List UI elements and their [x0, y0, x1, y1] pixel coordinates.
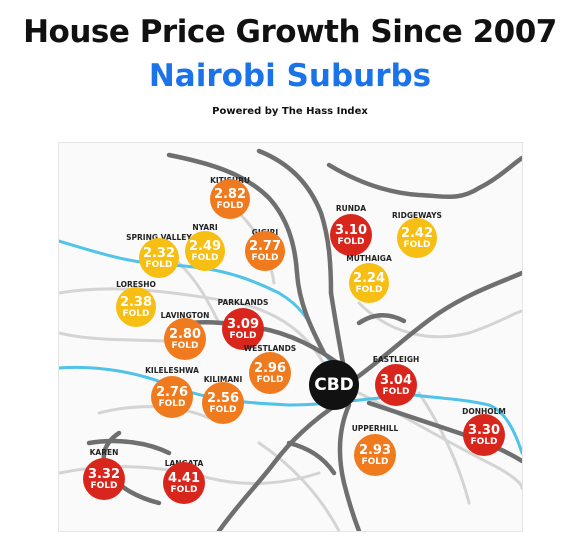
- page-subtitle: Nairobi Suburbs: [148, 58, 432, 94]
- suburb-value: 2.82: [213, 186, 247, 202]
- suburb-unit: FOLD: [361, 456, 389, 467]
- suburb-marker-parklands[interactable]: 3.09 FOLD: [222, 308, 264, 350]
- suburb-marker-karen[interactable]: 3.32 FOLD: [83, 458, 125, 500]
- page-title: House Price Growth Since 2007: [23, 14, 557, 50]
- suburb-label-muthaiga: MUTHAIGA: [346, 254, 392, 263]
- cbd-marker[interactable]: CBD: [309, 360, 359, 410]
- suburb-label-westlands: WESTLANDS: [243, 344, 297, 353]
- suburb-unit: FOLD: [251, 252, 279, 263]
- suburb-marker-gigiri[interactable]: 2.77 FOLD: [245, 231, 285, 271]
- suburb-marker-donholm[interactable]: 3.30 FOLD: [463, 414, 505, 456]
- suburb-label-kileleshwa: KILELESHWA: [145, 366, 199, 375]
- suburb-value: 3.09: [226, 316, 260, 332]
- suburb-unit: FOLD: [229, 330, 257, 341]
- suburb-label-eastleigh: EASTLEIGH: [372, 355, 420, 364]
- suburb-label-upperhill: UPPERHILL: [351, 424, 399, 433]
- suburb-unit: FOLD: [355, 284, 383, 295]
- suburb-unit: FOLD: [470, 436, 498, 447]
- suburb-value: 2.77: [248, 238, 282, 254]
- suburb-marker-upperhill[interactable]: 2.93 FOLD: [354, 434, 396, 476]
- suburb-value: 2.80: [168, 326, 202, 342]
- suburb-unit: FOLD: [90, 480, 118, 491]
- suburb-marker-kitisuru[interactable]: 2.82 FOLD: [210, 179, 250, 219]
- suburb-value: 3.10: [334, 222, 368, 238]
- suburb-label-spring-valley: SPRING VALLEY: [126, 233, 192, 242]
- suburb-value: 2.93: [358, 442, 392, 458]
- suburb-value: 3.30: [467, 422, 501, 438]
- suburb-unit: FOLD: [158, 398, 186, 409]
- road-network: [59, 148, 522, 531]
- suburb-unit: FOLD: [337, 236, 365, 247]
- suburb-marker-ridgeways[interactable]: 2.42 FOLD: [397, 218, 437, 258]
- suburb-value: 2.49: [188, 238, 222, 254]
- suburb-value: 3.04: [379, 372, 413, 388]
- suburb-label-ridgeways: RIDGEWAYS: [392, 211, 442, 220]
- credit-line: Powered by The Hass Index: [212, 106, 368, 117]
- suburb-value: 2.42: [400, 225, 434, 241]
- suburb-label-lavington: LAVINGTON: [160, 311, 210, 320]
- suburb-marker-muthaiga[interactable]: 2.24 FOLD: [349, 263, 389, 303]
- map-panel[interactable]: CBDKITISURU2.82FOLDRUNDA3.10FOLDRIDGEWAY…: [58, 142, 523, 532]
- suburb-value: 2.96: [253, 360, 287, 376]
- suburb-unit: FOLD: [382, 386, 410, 397]
- suburb-unit: FOLD: [145, 259, 173, 270]
- suburb-unit: FOLD: [191, 252, 219, 263]
- suburb-label-runda: RUNDA: [335, 204, 367, 213]
- suburb-unit: FOLD: [216, 200, 244, 211]
- suburb-label-donholm: DONHOLM: [462, 407, 506, 416]
- suburb-unit: FOLD: [256, 374, 284, 385]
- suburb-marker-nyari[interactable]: 2.49 FOLD: [185, 231, 225, 271]
- suburb-marker-loresho[interactable]: 2.38 FOLD: [116, 287, 156, 327]
- suburb-unit: FOLD: [170, 484, 198, 495]
- suburb-marker-runda[interactable]: 3.10 FOLD: [330, 214, 372, 256]
- suburb-label-parklands: PARKLANDS: [217, 298, 269, 307]
- suburb-value: 2.76: [155, 384, 189, 400]
- suburb-marker-spring-valley[interactable]: 2.32 FOLD: [139, 238, 179, 278]
- suburb-unit: FOLD: [403, 239, 431, 250]
- suburb-label-loresho: LORESHO: [116, 280, 156, 289]
- suburb-marker-eastleigh[interactable]: 3.04 FOLD: [375, 364, 417, 406]
- suburb-marker-kilimani[interactable]: 2.56 FOLD: [202, 382, 244, 424]
- suburb-label-kilimani: KILIMANI: [203, 375, 243, 384]
- suburb-marker-lavington[interactable]: 2.80 FOLD: [164, 318, 206, 360]
- suburb-label-karen: KAREN: [89, 448, 119, 457]
- suburb-marker-langata[interactable]: 4.41 FOLD: [163, 462, 205, 504]
- suburb-value: 2.24: [352, 270, 386, 286]
- suburb-value: 3.32: [87, 466, 121, 482]
- suburb-unit: FOLD: [209, 404, 237, 415]
- suburb-value: 2.32: [142, 245, 176, 261]
- suburb-marker-kileleshwa[interactable]: 2.76 FOLD: [151, 376, 193, 418]
- suburb-value: 2.38: [119, 294, 153, 310]
- suburb-unit: FOLD: [171, 340, 199, 351]
- suburb-unit: FOLD: [122, 308, 150, 319]
- suburb-value: 4.41: [167, 470, 201, 486]
- suburb-value: 2.56: [206, 390, 240, 406]
- suburb-label-nyari: NYARI: [192, 223, 218, 232]
- suburb-marker-westlands[interactable]: 2.96 FOLD: [249, 352, 291, 394]
